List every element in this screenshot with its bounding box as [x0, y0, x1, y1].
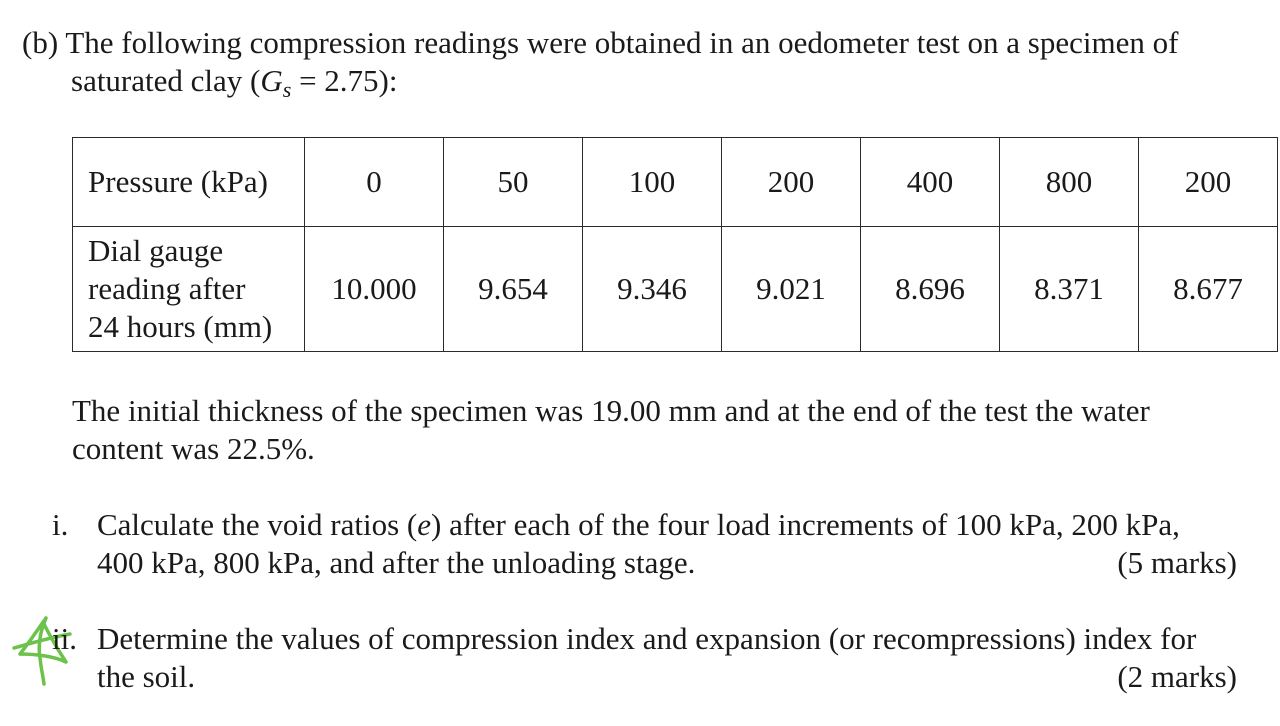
specimen-paragraph: The initial thickness of the specimen wa… — [72, 392, 1264, 468]
question-line-1: Determine the values of compression inde… — [97, 621, 1197, 656]
question-text: Calculate the void ratios (e) after each… — [97, 506, 1267, 582]
reading-cell: 10.000 — [304, 226, 444, 352]
reading-cell: 8.677 — [1138, 226, 1278, 352]
question-line-2: the soil. — [97, 659, 196, 694]
pressure-cell: 50 — [443, 137, 583, 227]
question-line-2: 400 kPa, 800 kPa, and after the unloadin… — [97, 545, 696, 580]
pressure-cell: 400 — [860, 137, 1000, 227]
reading-cell: 9.346 — [582, 226, 722, 352]
gs-subscript: s — [282, 77, 292, 102]
green-handwritten-star-icon — [12, 616, 72, 686]
dial-reading-header: Dial gauge reading after 24 hours (mm) — [72, 226, 305, 352]
question-text: Determine the values of compression inde… — [97, 620, 1267, 696]
pressure-cell: 800 — [999, 137, 1139, 227]
intro-line-1: (b) The following compression readings w… — [22, 24, 1268, 62]
dial-header-line: 24 hours (mm) — [88, 309, 273, 344]
pressure-cell: 100 — [582, 137, 722, 227]
dial-header-line: Dial gauge — [88, 233, 224, 268]
intro-text-1: The following compression readings were … — [65, 25, 1179, 60]
gs-value: = 2.75): — [291, 63, 398, 98]
oedometer-table: Pressure (kPa) 0 50 100 200 400 800 200 … — [72, 137, 1278, 352]
dial-header-line: reading after — [88, 271, 246, 306]
question-number: ii. — [52, 621, 77, 656]
paragraph-line-2: content was 22.5%. — [72, 431, 315, 466]
question-line-1b: ) after each of the four load increments… — [431, 507, 1180, 542]
pressure-header: Pressure (kPa) — [72, 137, 305, 227]
reading-cell: 8.696 — [860, 226, 1000, 352]
pressure-cell: 0 — [304, 137, 444, 227]
reading-cell: 8.371 — [999, 226, 1139, 352]
reading-cell: 9.021 — [721, 226, 861, 352]
marks-label: (5 marks) — [1117, 545, 1237, 580]
gs-symbol: G — [260, 63, 283, 98]
marks-label: (2 marks) — [1117, 659, 1237, 694]
pressure-cell: 200 — [721, 137, 861, 227]
intro-line-2: saturated clay (Gs = 2.75): — [22, 62, 1268, 109]
part-label: (b) — [22, 25, 59, 60]
dial-reading-row: Dial gauge reading after 24 hours (mm) 1… — [72, 226, 1278, 352]
question-intro: (b) The following compression readings w… — [22, 24, 1268, 109]
reading-cell: 9.654 — [443, 226, 583, 352]
paragraph-line-1: The initial thickness of the specimen wa… — [72, 393, 1150, 428]
void-ratio-symbol: e — [417, 507, 431, 542]
question-number: i. — [52, 507, 69, 542]
question-line-1a: Calculate the void ratios ( — [97, 507, 418, 542]
pressure-row: Pressure (kPa) 0 50 100 200 400 800 200 — [72, 137, 1278, 227]
intro-text-2: saturated clay ( — [71, 63, 261, 98]
pressure-cell: 200 — [1138, 137, 1278, 227]
